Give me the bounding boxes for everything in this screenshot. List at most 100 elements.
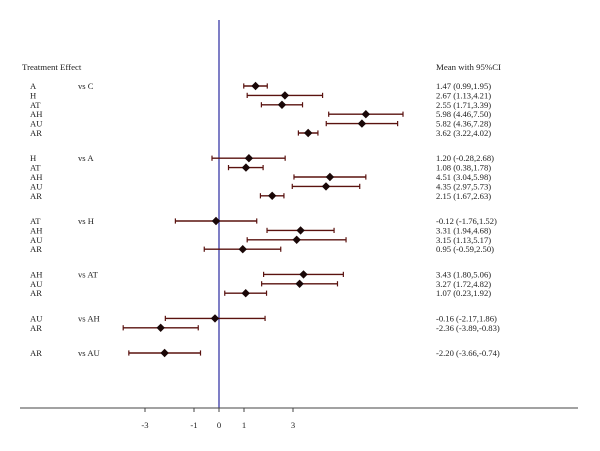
mean-marker xyxy=(241,163,251,172)
x-tick-label: 3 xyxy=(291,420,295,430)
ci-text: -2.20 (-3.66,-0.74) xyxy=(436,348,500,358)
ci-text: -2.36 (-3.89,-0.83) xyxy=(436,323,500,333)
ci-text: 1.08 (0.38,1.78) xyxy=(436,163,491,173)
mean-marker xyxy=(325,172,335,182)
ci-text: 3.43 (1.80,5.06) xyxy=(436,269,491,279)
left-column-header: Treatment Effect xyxy=(22,62,82,72)
ci-text: 4.51 (3.04,5.98) xyxy=(436,172,491,182)
mean-marker xyxy=(211,216,221,226)
mean-marker xyxy=(280,91,290,100)
forest-row: AR 2.15 (1.67,2.63) xyxy=(30,191,491,201)
forest-row: AR -2.36 (-3.89,-0.83) xyxy=(30,323,500,333)
treatment-label: A xyxy=(30,81,37,91)
treatment-label: AT xyxy=(30,100,41,110)
ci-text: 3.15 (1.13,5.17) xyxy=(436,235,491,245)
x-tick-label: 1 xyxy=(242,420,246,430)
mean-marker xyxy=(321,182,331,191)
x-tick-label: -1 xyxy=(190,420,197,430)
treatment-label: AU xyxy=(30,119,43,129)
forest-row: AU 3.27 (1.72,4.82) xyxy=(30,279,491,289)
forest-row: AH 5.98 (4.46,7.50) xyxy=(30,109,491,119)
mean-marker xyxy=(210,314,220,323)
treatment-label: AH xyxy=(30,172,42,182)
treatment-label: AU xyxy=(30,279,43,289)
ci-text: 1.07 (0.23,1.92) xyxy=(436,288,491,298)
comparator-label: vs AT xyxy=(78,269,99,279)
treatment-label: AR xyxy=(30,348,42,358)
forest-row: AH vs AT 3.43 (1.80,5.06) xyxy=(30,269,491,279)
forest-row: AH 4.51 (3.04,5.98) xyxy=(30,172,491,182)
ci-text: 1.47 (0.99,1.95) xyxy=(436,81,491,91)
comparison-group: AR vs AU -2.20 (-3.66,-0.74) xyxy=(30,348,500,358)
ci-text: 2.55 (1.71,3.39) xyxy=(436,100,491,110)
forest-row: AT 1.08 (0.38,1.78) xyxy=(30,163,491,173)
mean-marker xyxy=(295,279,304,288)
mean-marker xyxy=(267,191,277,200)
ci-text: -0.16 (-2.17,1.86) xyxy=(436,313,497,323)
mean-marker xyxy=(156,323,165,332)
treatment-label: AU xyxy=(30,181,43,191)
mean-marker xyxy=(299,270,308,279)
comparator-label: vs A xyxy=(78,153,94,163)
ci-text: 3.31 (1.94,4.68) xyxy=(436,225,491,235)
forest-row: AR vs AU -2.20 (-3.66,-0.74) xyxy=(30,348,500,358)
forest-row: AU 4.35 (2.97,5.73) xyxy=(30,181,491,191)
mean-marker xyxy=(361,110,371,119)
x-tick-label: -3 xyxy=(141,420,148,430)
x-axis: -3 -1 0 1 3 xyxy=(20,407,578,430)
ci-text: 0.95 (-0.59,2.50) xyxy=(436,244,494,254)
mean-marker xyxy=(277,100,287,109)
ci-text: 5.82 (4.36,7.28) xyxy=(436,119,491,129)
treatment-label: AR xyxy=(30,128,42,138)
treatment-label: AH xyxy=(30,269,42,279)
comparison-group: AH vs AT 3.43 (1.80,5.06) AU 3.27 (1.72,4.82… xyxy=(30,269,491,298)
mean-marker xyxy=(357,119,367,128)
right-column-header: Mean with 95%CI xyxy=(436,62,501,72)
mean-marker xyxy=(251,81,260,91)
comparator-label: vs AU xyxy=(78,348,101,358)
mean-marker xyxy=(292,235,301,244)
comparator-label: vs AH xyxy=(78,313,100,323)
forest-row: AT vs H -0.12 (-1.76,1.52) xyxy=(30,216,497,226)
treatment-label: AR xyxy=(30,244,42,254)
forest-row: AT 2.55 (1.71,3.39) xyxy=(30,100,491,110)
ci-text: 3.27 (1.72,4.82) xyxy=(436,279,491,289)
ci-text: 4.35 (2.97,5.73) xyxy=(436,181,491,191)
treatment-label: H xyxy=(30,90,36,100)
ci-text: -0.12 (-1.76,1.52) xyxy=(436,216,497,226)
forest-row: AR 0.95 (-0.59,2.50) xyxy=(30,244,494,254)
forest-row: H 2.67 (1.13,4.21) xyxy=(30,90,491,100)
treatment-label: AH xyxy=(30,225,42,235)
ci-text: 2.15 (1.67,2.63) xyxy=(436,191,491,201)
mean-marker xyxy=(241,289,250,298)
treatment-label: AT xyxy=(30,216,41,226)
forest-row: AU vs AH -0.16 (-2.17,1.86) xyxy=(30,313,497,323)
x-tick-label: 0 xyxy=(217,420,221,430)
treatment-label: AU xyxy=(30,235,43,245)
comparison-group: AT vs H -0.12 (-1.76,1.52) AH 3.31 (1.94,4.6… xyxy=(30,216,497,254)
treatment-label: AR xyxy=(30,323,42,333)
forest-row: AU 3.15 (1.13,5.17) xyxy=(30,235,491,245)
ci-text: 1.20 (-0.28,2.68) xyxy=(436,153,494,163)
ci-text: 3.62 (3.22,4.02) xyxy=(436,128,491,138)
comparison-group: AU vs AH -0.16 (-2.17,1.86) AR -2.36 (-3.89,… xyxy=(30,313,500,332)
forest-row: AR 1.07 (0.23,1.92) xyxy=(30,288,491,298)
mean-marker xyxy=(244,154,254,163)
ci-text: 2.67 (1.13,4.21) xyxy=(436,90,491,100)
mean-marker xyxy=(296,226,305,235)
forest-row: AH 3.31 (1.94,4.68) xyxy=(30,225,491,235)
treatment-label: AH xyxy=(30,109,42,119)
treatment-label: AR xyxy=(30,288,42,298)
treatment-label: AU xyxy=(30,313,43,323)
comparator-label: vs C xyxy=(78,81,94,91)
mean-marker xyxy=(303,128,313,138)
comparator-label: vs H xyxy=(78,216,94,226)
ci-text: 5.98 (4.46,7.50) xyxy=(436,109,491,119)
mean-marker xyxy=(160,348,169,358)
forest-row: AR 3.62 (3.22,4.02) xyxy=(30,128,491,138)
